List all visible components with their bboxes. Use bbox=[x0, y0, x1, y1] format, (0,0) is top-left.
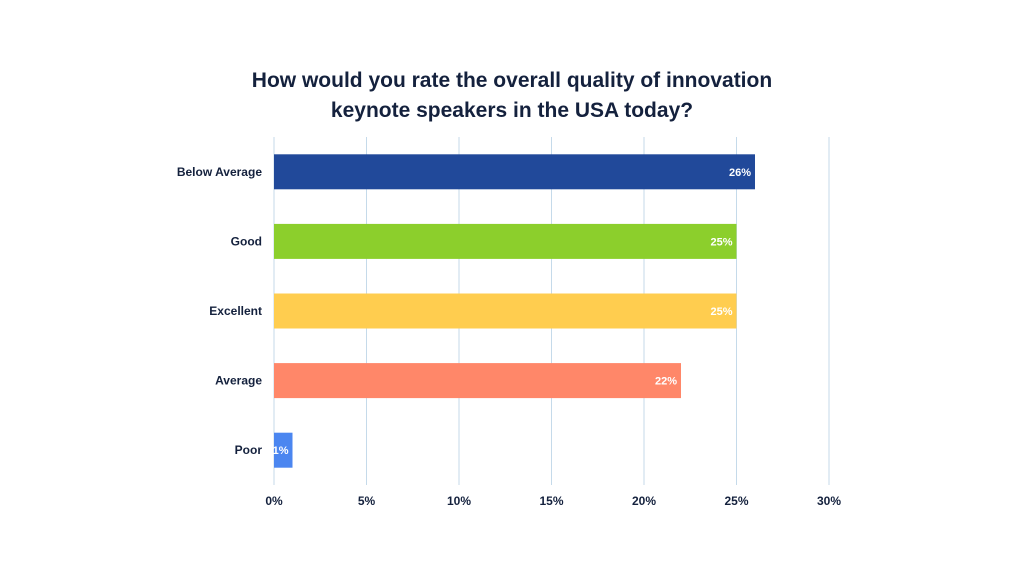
data-label: 1% bbox=[273, 445, 289, 457]
x-tick-label: 5% bbox=[358, 494, 376, 508]
x-tick-label: 15% bbox=[539, 494, 563, 508]
bar bbox=[274, 432, 293, 468]
chart-title-line-2: keynote speakers in the USA today? bbox=[330, 99, 694, 122]
x-tick-label: 20% bbox=[632, 494, 656, 508]
data-label: 25% bbox=[710, 306, 732, 318]
data-label: 26% bbox=[729, 167, 751, 179]
category-label: Average bbox=[215, 374, 262, 388]
category-label: Poor bbox=[235, 443, 263, 457]
category-label: Excellent bbox=[209, 304, 262, 318]
bar bbox=[274, 154, 755, 190]
category-labels: Below Average Good Excellent Average Poor bbox=[177, 165, 262, 457]
category-label: Good bbox=[231, 234, 262, 248]
chart-title-line-1: How would you rate the overall quality o… bbox=[251, 69, 773, 92]
x-tick-label: 25% bbox=[724, 494, 748, 508]
bar bbox=[274, 363, 681, 399]
x-tick-label: 30% bbox=[817, 494, 841, 508]
bar bbox=[274, 293, 737, 329]
bars: 26% 25% 25% 22% 1% bbox=[273, 154, 755, 468]
x-tick-label: 0% bbox=[265, 494, 283, 508]
chart-title: How would you rate the overall quality o… bbox=[0, 66, 1024, 126]
data-label: 22% bbox=[655, 376, 677, 388]
bar bbox=[274, 223, 737, 259]
data-label: 25% bbox=[710, 236, 732, 248]
x-axis-tick-labels: 0% 5% 10% 15% 20% 25% 30% bbox=[265, 494, 841, 508]
category-label: Below Average bbox=[177, 165, 262, 179]
x-tick-label: 10% bbox=[447, 494, 471, 508]
